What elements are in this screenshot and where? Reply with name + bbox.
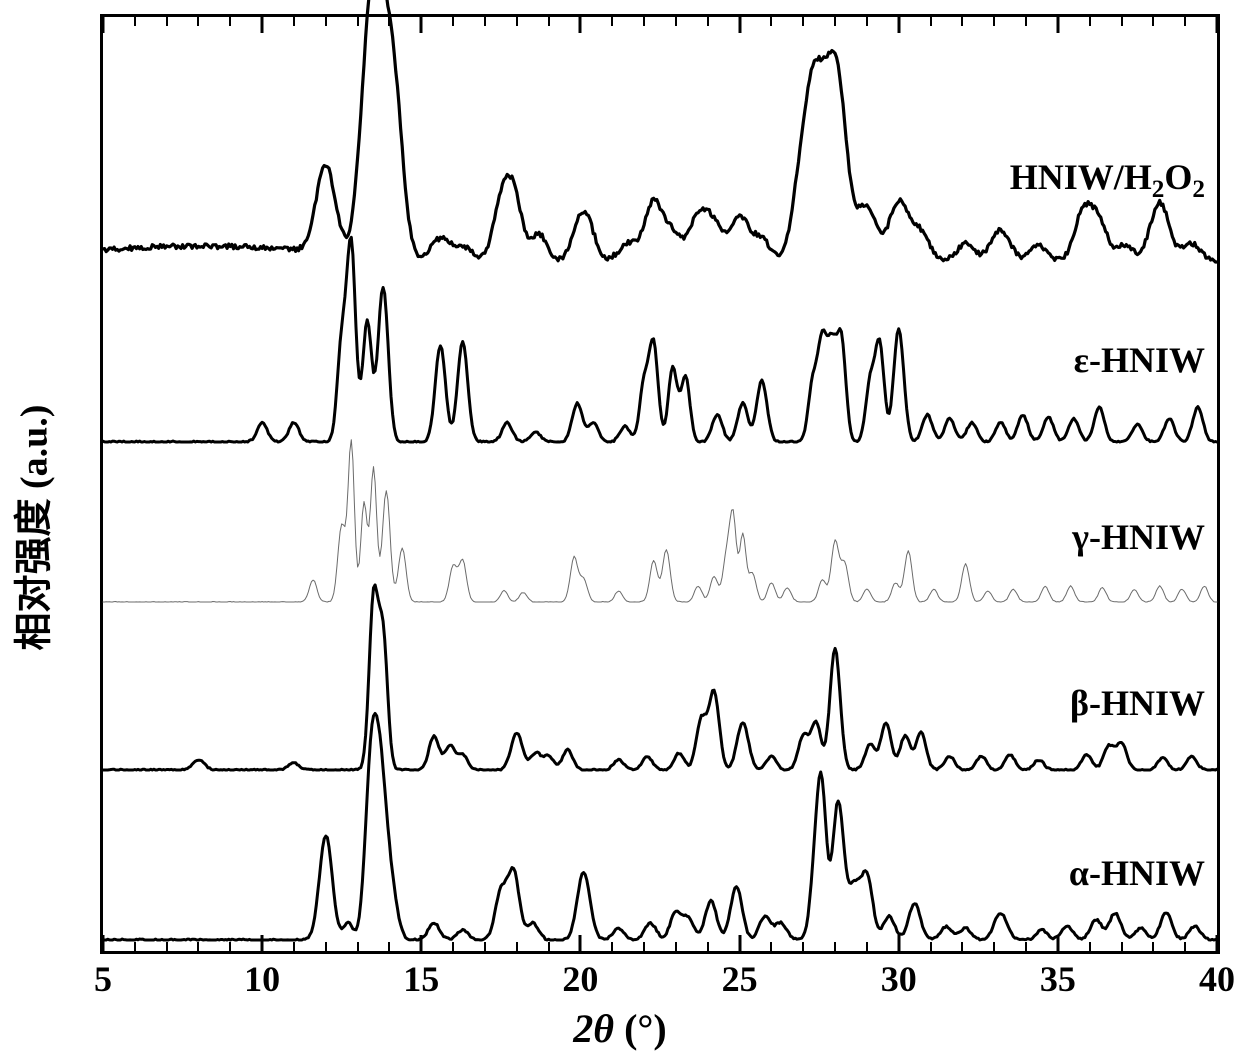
- series-label-beta: β-HNIW: [1070, 682, 1205, 724]
- x-tick-label: 30: [881, 958, 917, 1000]
- xrd-series-beta: [103, 597, 1217, 772]
- x-tick-label: 5: [94, 958, 112, 1000]
- x-tick-labels: 5 10 15 20 25 30 35 40: [0, 958, 1240, 1008]
- series-label-alpha: α-HNIW: [1069, 852, 1205, 894]
- xrd-series-alpha: [103, 767, 1217, 942]
- y-axis-label-text: 相对强度 (a.u.): [3, 404, 58, 650]
- xrd-series-epsilon: [103, 244, 1217, 444]
- x-tick-label: 20: [562, 958, 598, 1000]
- y-axis-label: 相对强度 (a.u.): [0, 0, 60, 1054]
- x-tick-label: 10: [244, 958, 280, 1000]
- series-label-epsilon: ε-HNIW: [1074, 339, 1205, 381]
- x-tick-label: 25: [722, 958, 758, 1000]
- x-tick-label: 35: [1040, 958, 1076, 1000]
- x-axis-label: 2θ (°): [0, 1005, 1240, 1052]
- plot-frame: α-HNIW β-HNIW γ-HNIW ε-HNIW HNIW/H2O2: [100, 14, 1220, 954]
- series-label-gamma: γ-HNIW: [1072, 516, 1205, 558]
- xrd-series-hniw_h2o2: [103, 29, 1217, 264]
- x-tick-label: 40: [1199, 958, 1235, 1000]
- x-tick-label: 15: [403, 958, 439, 1000]
- xrd-series-gamma: [103, 439, 1217, 604]
- series-label-hniw_h2o2: HNIW/H2O2: [1010, 156, 1205, 204]
